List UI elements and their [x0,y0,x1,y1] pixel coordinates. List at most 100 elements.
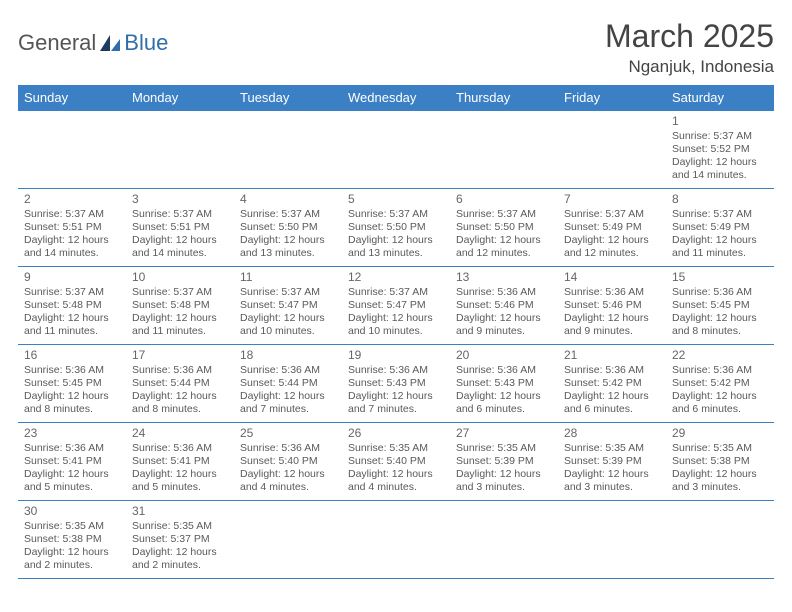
calendar-cell: 10Sunrise: 5:37 AMSunset: 5:48 PMDayligh… [126,267,234,345]
calendar-cell: 8Sunrise: 5:37 AMSunset: 5:49 PMDaylight… [666,189,774,267]
logo-text-blue: Blue [124,30,168,56]
day-header: Friday [558,85,666,111]
day-header: Saturday [666,85,774,111]
calendar-week-row: 30Sunrise: 5:35 AMSunset: 5:38 PMDayligh… [18,501,774,579]
sunrise-line: Sunrise: 5:36 AM [132,442,228,455]
day-number: 7 [564,192,660,207]
sunset-line: Sunset: 5:37 PM [132,533,228,546]
logo-text-general: General [18,30,96,56]
daylight-line-2: and 10 minutes. [348,325,444,338]
sunset-line: Sunset: 5:43 PM [456,377,552,390]
calendar-cell [342,501,450,579]
day-number: 12 [348,270,444,285]
calendar-cell: 25Sunrise: 5:36 AMSunset: 5:40 PMDayligh… [234,423,342,501]
month-title: March 2025 [605,18,774,55]
day-number: 6 [456,192,552,207]
daylight-line-2: and 6 minutes. [672,403,768,416]
daylight-line-2: and 4 minutes. [240,481,336,494]
day-number: 24 [132,426,228,441]
day-number: 15 [672,270,768,285]
daylight-line-2: and 13 minutes. [348,247,444,260]
daylight-line-1: Daylight: 12 hours [348,312,444,325]
day-number: 19 [348,348,444,363]
sunrise-line: Sunrise: 5:36 AM [24,442,120,455]
sunrise-line: Sunrise: 5:36 AM [24,364,120,377]
sunrise-line: Sunrise: 5:35 AM [24,520,120,533]
sunrise-line: Sunrise: 5:37 AM [672,208,768,221]
daylight-line-1: Daylight: 12 hours [132,234,228,247]
daylight-line-2: and 11 minutes. [132,325,228,338]
calendar-cell: 28Sunrise: 5:35 AMSunset: 5:39 PMDayligh… [558,423,666,501]
sunset-line: Sunset: 5:40 PM [240,455,336,468]
day-number: 9 [24,270,120,285]
day-number: 5 [348,192,444,207]
day-number: 31 [132,504,228,519]
sunrise-line: Sunrise: 5:35 AM [456,442,552,455]
day-number: 1 [672,114,768,129]
sunrise-line: Sunrise: 5:36 AM [240,442,336,455]
calendar-page: General Blue March 2025 Nganjuk, Indones… [0,0,792,579]
sunrise-line: Sunrise: 5:37 AM [348,208,444,221]
daylight-line-1: Daylight: 12 hours [348,390,444,403]
daylight-line-2: and 14 minutes. [24,247,120,260]
sunset-line: Sunset: 5:49 PM [672,221,768,234]
daylight-line-2: and 13 minutes. [240,247,336,260]
sunrise-line: Sunrise: 5:37 AM [24,286,120,299]
calendar-cell [558,501,666,579]
daylight-line-2: and 9 minutes. [456,325,552,338]
daylight-line-1: Daylight: 12 hours [24,234,120,247]
day-number: 25 [240,426,336,441]
daylight-line-1: Daylight: 12 hours [24,390,120,403]
day-number: 23 [24,426,120,441]
calendar-cell: 27Sunrise: 5:35 AMSunset: 5:39 PMDayligh… [450,423,558,501]
sunrise-line: Sunrise: 5:37 AM [456,208,552,221]
day-number: 11 [240,270,336,285]
calendar-cell: 29Sunrise: 5:35 AMSunset: 5:38 PMDayligh… [666,423,774,501]
daylight-line-2: and 14 minutes. [132,247,228,260]
calendar-cell: 4Sunrise: 5:37 AMSunset: 5:50 PMDaylight… [234,189,342,267]
day-header: Thursday [450,85,558,111]
calendar-cell: 20Sunrise: 5:36 AMSunset: 5:43 PMDayligh… [450,345,558,423]
day-number: 13 [456,270,552,285]
calendar-week-row: 16Sunrise: 5:36 AMSunset: 5:45 PMDayligh… [18,345,774,423]
daylight-line-1: Daylight: 12 hours [132,312,228,325]
calendar-cell: 24Sunrise: 5:36 AMSunset: 5:41 PMDayligh… [126,423,234,501]
day-number: 28 [564,426,660,441]
daylight-line-1: Daylight: 12 hours [24,468,120,481]
calendar-cell [18,111,126,189]
calendar-cell [666,501,774,579]
daylight-line-2: and 3 minutes. [672,481,768,494]
calendar-cell: 18Sunrise: 5:36 AMSunset: 5:44 PMDayligh… [234,345,342,423]
daylight-line-2: and 11 minutes. [672,247,768,260]
sunset-line: Sunset: 5:39 PM [564,455,660,468]
day-header: Tuesday [234,85,342,111]
daylight-line-2: and 4 minutes. [348,481,444,494]
sunrise-line: Sunrise: 5:37 AM [240,208,336,221]
daylight-line-1: Daylight: 12 hours [24,312,120,325]
daylight-line-2: and 12 minutes. [564,247,660,260]
sunset-line: Sunset: 5:39 PM [456,455,552,468]
sunset-line: Sunset: 5:45 PM [24,377,120,390]
sunset-line: Sunset: 5:48 PM [132,299,228,312]
day-number: 26 [348,426,444,441]
calendar-week-row: 1Sunrise: 5:37 AMSunset: 5:52 PMDaylight… [18,111,774,189]
calendar-cell [234,501,342,579]
daylight-line-2: and 11 minutes. [24,325,120,338]
sunrise-line: Sunrise: 5:36 AM [240,364,336,377]
daylight-line-2: and 9 minutes. [564,325,660,338]
calendar-cell: 17Sunrise: 5:36 AMSunset: 5:44 PMDayligh… [126,345,234,423]
location-label: Nganjuk, Indonesia [605,57,774,77]
sunset-line: Sunset: 5:45 PM [672,299,768,312]
sunset-line: Sunset: 5:43 PM [348,377,444,390]
calendar-cell [342,111,450,189]
daylight-line-1: Daylight: 12 hours [456,312,552,325]
calendar-cell: 11Sunrise: 5:37 AMSunset: 5:47 PMDayligh… [234,267,342,345]
daylight-line-2: and 3 minutes. [564,481,660,494]
daylight-line-2: and 8 minutes. [132,403,228,416]
day-number: 20 [456,348,552,363]
sunrise-line: Sunrise: 5:36 AM [132,364,228,377]
day-header: Sunday [18,85,126,111]
daylight-line-1: Daylight: 12 hours [132,468,228,481]
calendar-cell [558,111,666,189]
sunset-line: Sunset: 5:40 PM [348,455,444,468]
